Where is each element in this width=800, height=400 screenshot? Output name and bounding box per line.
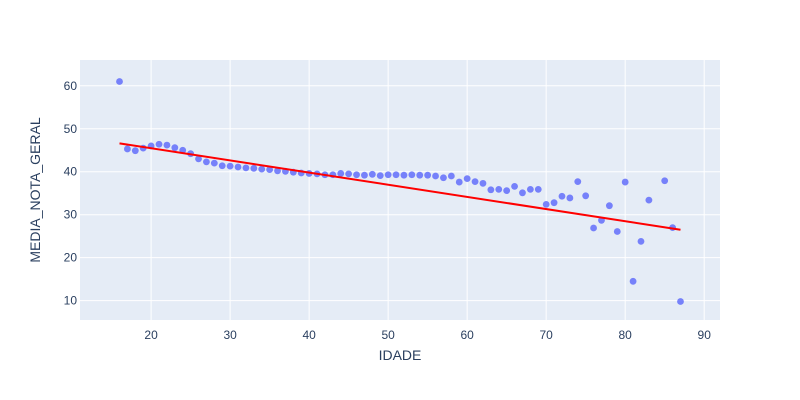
data-point <box>376 172 384 180</box>
y-axis-title: MEDIA_NOTA_GERAL <box>27 117 43 262</box>
x-tick-label: 70 <box>539 328 553 342</box>
x-tick-label: 80 <box>619 328 633 342</box>
data-point <box>440 174 447 182</box>
data-point <box>384 171 392 179</box>
data-point <box>487 186 495 194</box>
data-point <box>274 167 281 175</box>
data-point <box>479 179 487 187</box>
data-point <box>566 194 574 202</box>
x-tick-label: 40 <box>302 328 316 342</box>
data-point <box>661 177 669 185</box>
data-point <box>519 189 526 197</box>
data-point <box>637 237 645 245</box>
y-tick-label: 10 <box>64 294 78 308</box>
x-tick-label: 90 <box>698 328 712 342</box>
data-point <box>534 185 542 193</box>
data-point <box>361 171 368 179</box>
data-point <box>424 171 432 179</box>
data-point <box>345 170 353 178</box>
data-point <box>526 185 534 193</box>
data-point <box>155 140 163 148</box>
plot-area <box>80 60 720 320</box>
data-point <box>400 171 408 179</box>
data-point <box>124 145 131 153</box>
data-point <box>550 199 558 207</box>
data-point <box>447 172 455 180</box>
data-point <box>574 178 582 186</box>
data-point <box>463 175 471 183</box>
data-point <box>558 192 566 200</box>
data-point <box>218 162 226 170</box>
trend-line-layer <box>119 142 681 231</box>
data-point <box>337 170 345 177</box>
data-point <box>503 187 511 195</box>
data-point <box>131 147 139 155</box>
data-point <box>116 78 123 85</box>
grid-lines <box>80 60 720 320</box>
data-point <box>495 185 503 193</box>
data-point <box>645 196 653 204</box>
x-tick-label: 20 <box>144 328 158 342</box>
data-point <box>511 182 518 190</box>
data-point <box>408 171 416 179</box>
data-point <box>195 155 202 163</box>
data-point <box>605 202 613 210</box>
y-tick-label: 30 <box>64 208 78 222</box>
data-point <box>582 192 590 200</box>
data-point <box>242 164 250 172</box>
data-point <box>613 228 621 235</box>
data-point <box>432 172 439 180</box>
data-point <box>590 224 597 232</box>
data-point <box>416 171 424 179</box>
y-tick-label: 60 <box>64 79 78 93</box>
data-point <box>471 178 479 186</box>
data-point <box>210 159 218 167</box>
tick-labels: 20 30 40 50 60 70 80 90 10 20 30 40 50 60 <box>64 79 712 342</box>
data-point <box>542 200 550 208</box>
data-point <box>203 158 210 166</box>
x-tick-label: 50 <box>381 328 395 342</box>
data-point <box>163 141 171 149</box>
data-point <box>171 144 179 152</box>
x-tick-label: 60 <box>460 328 474 342</box>
data-point <box>353 171 360 179</box>
x-axis-title: IDADE <box>379 347 422 363</box>
data-point <box>368 170 376 178</box>
data-point <box>226 162 234 170</box>
y-tick-label: 20 <box>64 251 78 265</box>
data-point <box>258 165 266 173</box>
y-tick-label: 40 <box>64 165 78 179</box>
trend-line <box>119 142 681 231</box>
data-point <box>266 166 274 173</box>
data-point <box>677 298 684 305</box>
data-point <box>392 171 400 179</box>
data-point <box>455 178 463 186</box>
data-point <box>250 164 258 172</box>
data-point <box>621 178 629 186</box>
x-tick-label: 30 <box>223 328 237 342</box>
y-tick-label: 50 <box>64 122 78 136</box>
data-point <box>629 277 637 285</box>
data-point <box>234 163 242 171</box>
